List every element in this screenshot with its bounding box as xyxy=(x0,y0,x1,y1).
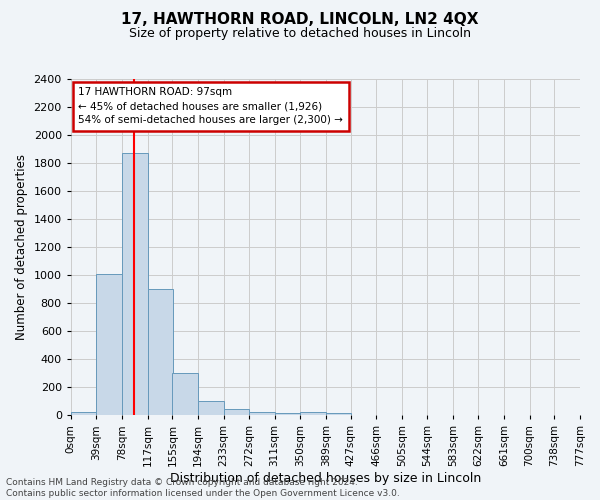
Bar xyxy=(172,374,198,416)
Bar xyxy=(249,412,275,416)
Text: Size of property relative to detached houses in Lincoln: Size of property relative to detached ho… xyxy=(129,28,471,40)
Text: 17 HAWTHORN ROAD: 97sqm
← 45% of detached houses are smaller (1,926)
54% of semi: 17 HAWTHORN ROAD: 97sqm ← 45% of detache… xyxy=(79,88,343,126)
Bar xyxy=(122,154,148,416)
Text: Contains HM Land Registry data © Crown copyright and database right 2024.
Contai: Contains HM Land Registry data © Crown c… xyxy=(6,478,400,498)
Bar xyxy=(300,412,326,416)
Bar xyxy=(198,402,224,415)
Bar xyxy=(224,409,249,416)
Bar xyxy=(71,412,97,416)
Bar xyxy=(97,274,122,416)
Bar xyxy=(326,413,352,416)
X-axis label: Distribution of detached houses by size in Lincoln: Distribution of detached houses by size … xyxy=(170,472,481,485)
Text: 17, HAWTHORN ROAD, LINCOLN, LN2 4QX: 17, HAWTHORN ROAD, LINCOLN, LN2 4QX xyxy=(121,12,479,28)
Bar xyxy=(148,289,173,416)
Y-axis label: Number of detached properties: Number of detached properties xyxy=(15,154,28,340)
Bar xyxy=(275,413,300,416)
